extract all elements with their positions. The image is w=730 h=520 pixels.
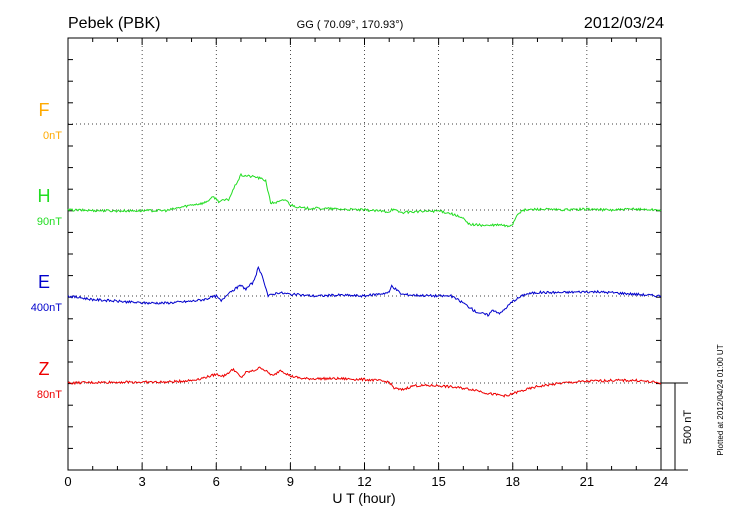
- x-tick-label: 21: [580, 474, 594, 489]
- series-offset-z: 80nT: [37, 389, 62, 401]
- series-offset-h: 90nT: [37, 216, 62, 228]
- series-line-e: [67, 265, 662, 318]
- x-tick-label: 24: [654, 474, 668, 489]
- series-line-z: [67, 366, 662, 398]
- x-tick-label: 12: [357, 474, 371, 489]
- station-title: Pebek (PBK): [68, 15, 160, 32]
- series-lines: [67, 172, 662, 398]
- x-tick-label: 3: [139, 474, 146, 489]
- x-tick-label: 18: [506, 474, 520, 489]
- scale-bar: 500 nT: [661, 382, 694, 471]
- x-tick-label: 0: [64, 474, 71, 489]
- grid-lines: [68, 38, 661, 470]
- series-name-h: H: [38, 186, 51, 206]
- x-axis-label: U T (hour): [332, 490, 395, 506]
- series-name-e: E: [38, 272, 50, 292]
- x-tick-label: 15: [431, 474, 445, 489]
- series-line-h: [67, 172, 662, 228]
- series-name-z: Z: [39, 359, 50, 379]
- series-labels: F 0nT H 90nT E 400nT Z 80nT: [31, 100, 62, 401]
- x-tick-label: 9: [287, 474, 294, 489]
- series-offset-e: 400nT: [31, 302, 62, 314]
- plotted-at-label: Plotted at 2012/04/24 01:00 UT: [716, 344, 725, 455]
- x-tick-label: 6: [213, 474, 220, 489]
- coordinates-label: GG ( 70.09°, 170.93°): [297, 19, 404, 31]
- scale-bar-label: 500 nT: [682, 410, 694, 445]
- series-name-f: F: [39, 100, 50, 120]
- date-label: 2012/03/24: [584, 15, 664, 32]
- series-offset-f: 0nT: [43, 130, 62, 142]
- x-axis-ticks: 0 3 6 9 12 15 18 21 24: [64, 38, 668, 489]
